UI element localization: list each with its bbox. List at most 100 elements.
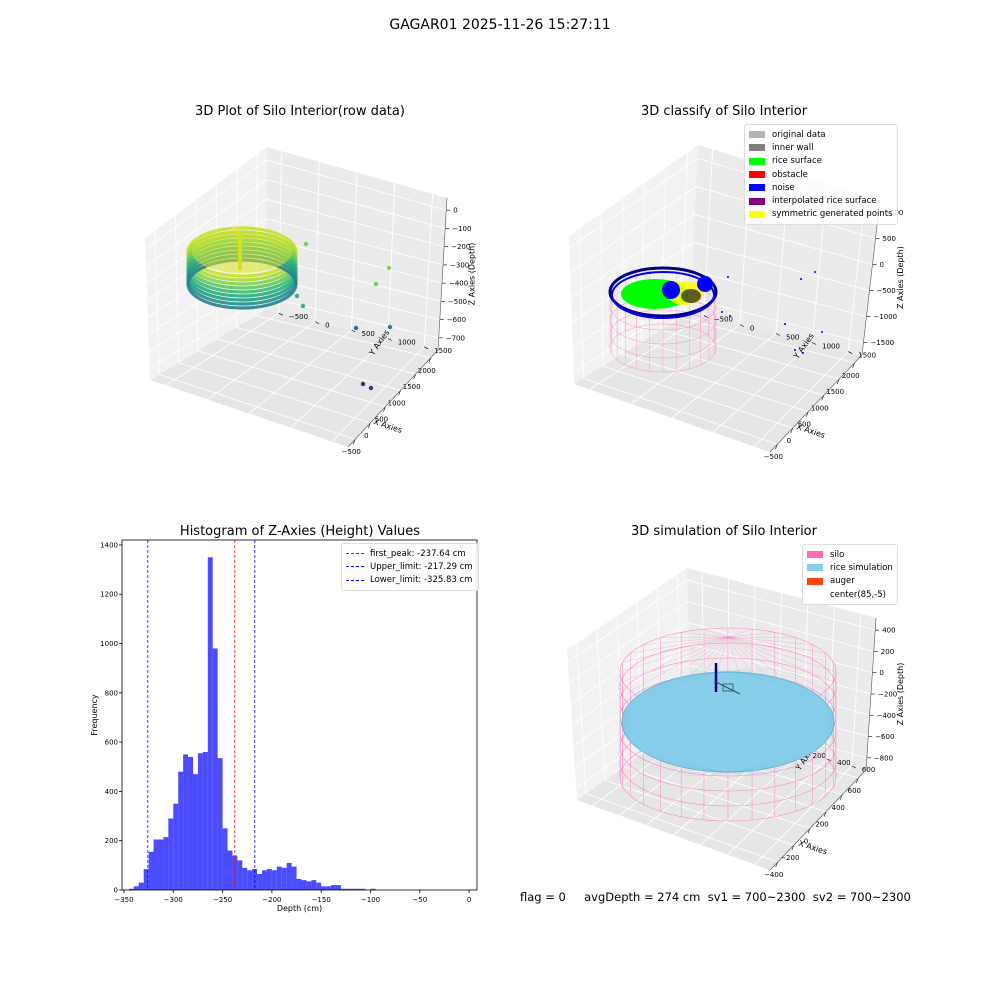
x-tick [352, 439, 356, 445]
legend-swatch [749, 157, 765, 165]
y-tick [424, 346, 429, 350]
x-tick-label: 1000 [388, 399, 406, 407]
z-axis-line [437, 197, 448, 351]
silo-roof-wire [622, 636, 729, 663]
z-axis-label: Z Axies (Depth) [896, 246, 905, 309]
silo-roof-wire [727, 636, 796, 638]
interpolated-points [681, 289, 701, 303]
legend-label: rice surface [772, 156, 822, 167]
legend-label: inner wall [772, 142, 814, 153]
silo-roof-wire [630, 636, 729, 692]
histogram-bar [193, 774, 198, 890]
histogram-bar [360, 888, 366, 890]
histogram-bar [321, 886, 327, 890]
x-tick [791, 845, 795, 851]
x-tick-label: −300 [164, 896, 183, 904]
x-gridline [255, 154, 431, 359]
y-tick-label: 0 [750, 324, 754, 332]
y-tick-label: 600 [862, 766, 875, 774]
silo-roof-wire [681, 632, 729, 638]
histogram-bar [188, 756, 193, 890]
histogram-bar [296, 878, 302, 890]
y-tick-label: 200 [105, 837, 118, 845]
z-tick-label: −800 [874, 754, 893, 762]
outlier-point [387, 324, 393, 330]
x-gridline [636, 602, 827, 813]
y-tick [387, 338, 392, 341]
x-tick-label: −150 [312, 896, 331, 904]
noise-point [800, 278, 802, 280]
legend-swatch [807, 577, 823, 585]
y-tick-label: 1000 [398, 338, 416, 346]
legend-label: first_peak: -237.64 cm [370, 548, 466, 559]
legend-item: noise [749, 181, 893, 194]
summary-footer: flag = 0 avgDepth = 274 cm sv1 = 700~230… [520, 890, 911, 904]
rice-mesh-line [621, 671, 835, 773]
rice-mesh-line [622, 671, 834, 773]
silo-roof-wire [622, 636, 729, 682]
z-gridline [568, 600, 874, 684]
y-tick-label: 500 [362, 330, 375, 338]
legend-item: Lower_limit: -325.83 cm [346, 574, 474, 587]
classify-legend: original data inner wall rice surface ob… [744, 124, 898, 226]
outlier-point [231, 226, 237, 232]
noise-point [727, 276, 729, 278]
legend-item: obstacle [749, 168, 893, 181]
histogram-bar [370, 888, 376, 890]
outlier-point [386, 265, 392, 271]
x-tick-label: −200 [780, 854, 799, 862]
histogram-bar [281, 867, 287, 890]
z-tick-label: 0 [879, 669, 883, 677]
legend-label: interpolated rice surface [772, 196, 877, 207]
y-tick [848, 351, 853, 354]
legend-label: Upper_limit: -217.29 cm [370, 561, 473, 572]
noise-point [802, 352, 804, 354]
x-tick-label: 1000 [811, 404, 829, 412]
histogram-bar [153, 839, 159, 890]
x-gridline [174, 215, 371, 424]
histogram-bar [355, 888, 361, 890]
x-tick-label: 0 [467, 896, 471, 904]
x-tick-label: 500 [375, 416, 388, 424]
outlier-point [294, 293, 300, 299]
z-tick-label: −500 [448, 298, 467, 306]
silo-roof-wire [727, 636, 826, 654]
legend-label: auger [830, 576, 855, 587]
noise-cluster [662, 281, 680, 299]
z-tick-label: 200 [881, 648, 894, 656]
histogram-bar [212, 648, 218, 890]
legend-label: center(85,-5) [830, 589, 886, 600]
x-tick-label: −50 [412, 896, 427, 904]
noise-point [814, 271, 816, 273]
z-gridline [570, 622, 873, 705]
histogram-bar [345, 888, 351, 890]
legend-line [346, 579, 364, 581]
histogram-bar [316, 882, 322, 890]
noise-point [784, 323, 786, 325]
outlier-point [368, 385, 374, 391]
legend-label: original data [772, 129, 826, 140]
x-tick-label: 0 [787, 437, 791, 445]
x-tick-label: −100 [361, 896, 380, 904]
legend-swatch [749, 210, 765, 218]
y-tick-label: 200 [813, 752, 826, 760]
z-tick-label: −400 [877, 712, 896, 720]
legend-swatch [807, 591, 823, 599]
y-tick-label: 400 [837, 759, 850, 767]
legend-swatch [749, 131, 765, 139]
floor-pane [150, 310, 438, 447]
z-axis-line [865, 617, 877, 771]
y-tick [278, 312, 283, 316]
x-gridline [236, 169, 416, 375]
noise-point [721, 311, 723, 313]
auger-head [722, 683, 734, 692]
z-tick-label: −1500 [870, 339, 894, 347]
histogram-bar [168, 818, 174, 890]
x-tick [413, 373, 416, 380]
z-tick-label: −100 [452, 225, 471, 233]
histogram-bar [178, 771, 184, 890]
histogram-bar [163, 837, 169, 890]
histogram-bar [183, 754, 189, 890]
